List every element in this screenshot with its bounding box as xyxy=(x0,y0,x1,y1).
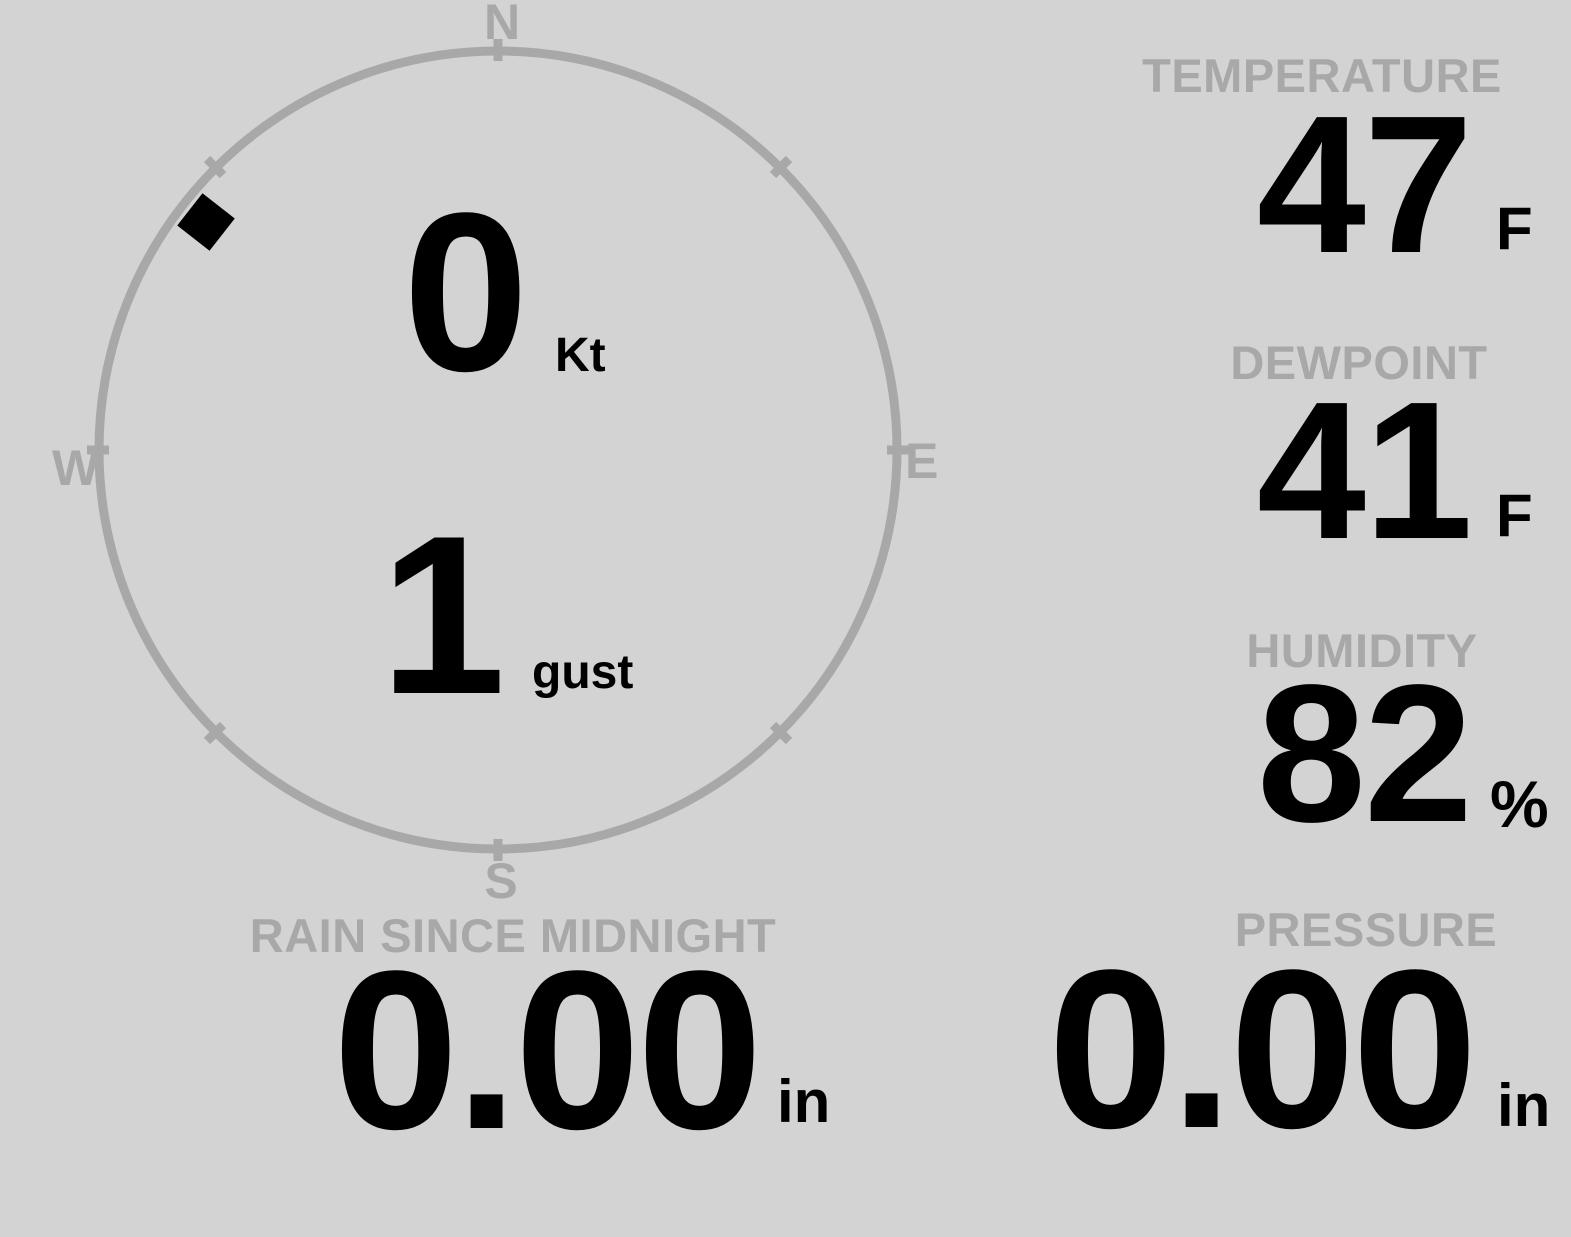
compass-label-west: W xyxy=(52,440,100,496)
compass-label-north: N xyxy=(483,0,521,50)
dewpoint-value: 41 xyxy=(1256,361,1473,580)
dewpoint-unit: F xyxy=(1496,482,1533,549)
humidity-value: 82 xyxy=(1256,644,1473,863)
tick-nw xyxy=(203,155,227,179)
pressure-unit: in xyxy=(1497,1072,1551,1139)
compass-label-south: S xyxy=(484,853,518,909)
rain-unit: in xyxy=(777,1068,831,1135)
pressure-value: 0.00 xyxy=(1048,922,1478,1175)
temperature-label: TEMPERATURE xyxy=(1142,49,1502,102)
temperature-value: 47 xyxy=(1256,75,1473,294)
humidity-label: HUMIDITY xyxy=(1246,624,1478,677)
tick-ne xyxy=(769,155,793,179)
compass-label-east: E xyxy=(905,433,939,489)
humidity-unit: % xyxy=(1490,767,1549,841)
temperature-unit: F xyxy=(1496,195,1533,262)
wind-speed-value: 0 xyxy=(403,165,529,418)
tick-sw xyxy=(203,721,227,745)
pressure-label: PRESSURE xyxy=(1234,903,1498,956)
wind-gust-value: 1 xyxy=(380,488,506,741)
compass-dial xyxy=(87,39,909,861)
tick-se xyxy=(769,721,793,745)
dewpoint-label: DEWPOINT xyxy=(1230,336,1488,389)
rain-label: RAIN SINCE MIDNIGHT xyxy=(249,909,777,962)
wind-gust-unit: gust xyxy=(532,646,634,699)
rain-value: 0.00 xyxy=(333,923,763,1176)
compass-ticks xyxy=(87,39,909,861)
wind-speed-unit: Kt xyxy=(555,329,606,382)
